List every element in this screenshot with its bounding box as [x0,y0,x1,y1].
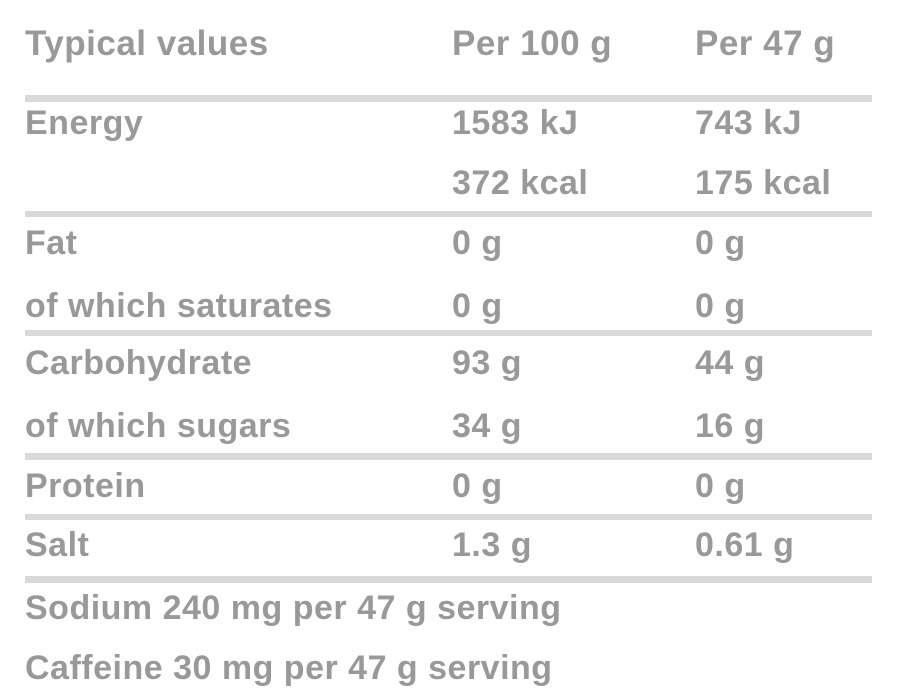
table-row-energy: Energy 1583 kJ 743 kJ [0,106,900,140]
row-label-saturates: of which saturates [25,287,333,325]
divider [25,514,872,520]
protein-per-47g: 0 g [695,467,746,505]
energy-per-100g-kj: 1583 kJ [452,104,579,142]
column-header-per-47g: Per 47 g [695,24,836,63]
salt-per-47g: 0.61 g [695,526,795,564]
divider [25,453,872,460]
fat-per-47g: 0 g [695,224,746,262]
row-label-protein: Protein [25,467,146,505]
table-row-energy-kcal: 372 kcal 175 kcal [0,166,900,200]
carbohydrate-per-100g: 93 g [452,344,523,382]
column-header-per-100g: Per 100 g [452,24,613,63]
row-label-energy: Energy [25,104,144,142]
divider [25,330,872,336]
table-row-sugars: of which sugars 34 g 16 g [0,409,900,443]
divider [25,576,872,583]
row-label-sugars: of which sugars [25,407,292,445]
energy-per-100g-kcal: 372 kcal [452,164,589,202]
row-label-fat: Fat [25,224,78,262]
row-label-salt: Salt [25,526,90,564]
energy-per-47g-kj: 743 kJ [695,104,802,142]
energy-per-47g-kcal: 175 kcal [695,164,832,202]
saturates-per-100g: 0 g [452,287,503,325]
saturates-per-47g: 0 g [695,287,746,325]
row-label-carbohydrate: Carbohydrate [25,344,253,382]
protein-per-100g: 0 g [452,467,503,505]
carbohydrate-per-47g: 44 g [695,344,766,382]
table-row-salt: Salt 1.3 g 0.61 g [0,528,900,562]
sugars-per-100g: 34 g [452,407,523,445]
table-row-carbohydrate: Carbohydrate 93 g 44 g [0,346,900,380]
footnote-sodium: Sodium 240 mg per 47 g serving [25,589,562,627]
divider [25,211,872,217]
fat-per-100g: 0 g [452,224,503,262]
divider [25,95,872,102]
footnote-caffeine: Caffeine 30 mg per 47 g serving [25,649,553,687]
column-header-typical-values: Typical values [25,24,269,63]
table-row-fat: Fat 0 g 0 g [0,226,900,260]
table-header-row: Typical values Per 100 g Per 47 g [0,26,900,61]
sugars-per-47g: 16 g [695,407,766,445]
table-row-saturates: of which saturates 0 g 0 g [0,289,900,323]
salt-per-100g: 1.3 g [452,526,532,564]
table-row-protein: Protein 0 g 0 g [0,469,900,503]
